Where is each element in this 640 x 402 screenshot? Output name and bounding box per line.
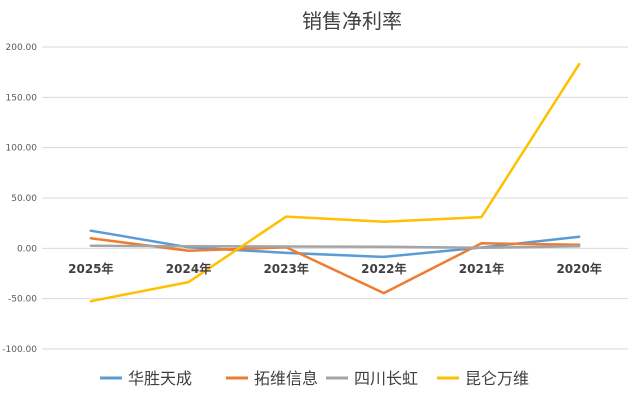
series-lines bbox=[89, 62, 581, 303]
y-tick-label: 0.00 bbox=[17, 244, 37, 254]
legend-label: 华胜天成 bbox=[128, 369, 192, 388]
chart-title: 销售净利率 bbox=[302, 9, 402, 33]
y-tick-label: 50.00 bbox=[11, 194, 37, 204]
y-tick-label: 200.00 bbox=[6, 43, 38, 53]
gridlines bbox=[42, 46, 628, 350]
x-tick-label: 2023年 bbox=[263, 261, 308, 276]
legend: 华胜天成 拓维信息 四川长虹 昆仑万维 bbox=[100, 369, 529, 388]
y-tick-label: -50.00 bbox=[8, 295, 37, 305]
y-tick-label: -100.00 bbox=[2, 345, 37, 355]
legend-label: 拓维信息 bbox=[254, 369, 318, 388]
x-tick-label: 2022年 bbox=[361, 261, 406, 276]
y-tick-label: 100.00 bbox=[6, 144, 38, 154]
x-tick-label: 2021年 bbox=[459, 261, 504, 276]
x-axis-ticks: 2025年 2024年 2023年 2022年 2021年 2020年 bbox=[68, 261, 602, 276]
y-axis-ticks: 200.00 150.00 100.00 50.00 0.00 -50.00 -100.00 bbox=[2, 43, 37, 355]
x-tick-label: 2025年 bbox=[68, 261, 113, 276]
series-line-3 bbox=[89, 62, 581, 303]
legend-label: 四川长虹 bbox=[354, 369, 418, 388]
series-line-1 bbox=[89, 237, 581, 295]
y-tick-label: 150.00 bbox=[6, 93, 38, 103]
x-tick-label: 2024年 bbox=[166, 261, 211, 276]
legend-label: 昆仑万维 bbox=[465, 369, 529, 388]
series-line-0 bbox=[89, 229, 581, 259]
x-tick-label: 2020年 bbox=[556, 261, 601, 276]
series-line-2 bbox=[89, 244, 581, 250]
